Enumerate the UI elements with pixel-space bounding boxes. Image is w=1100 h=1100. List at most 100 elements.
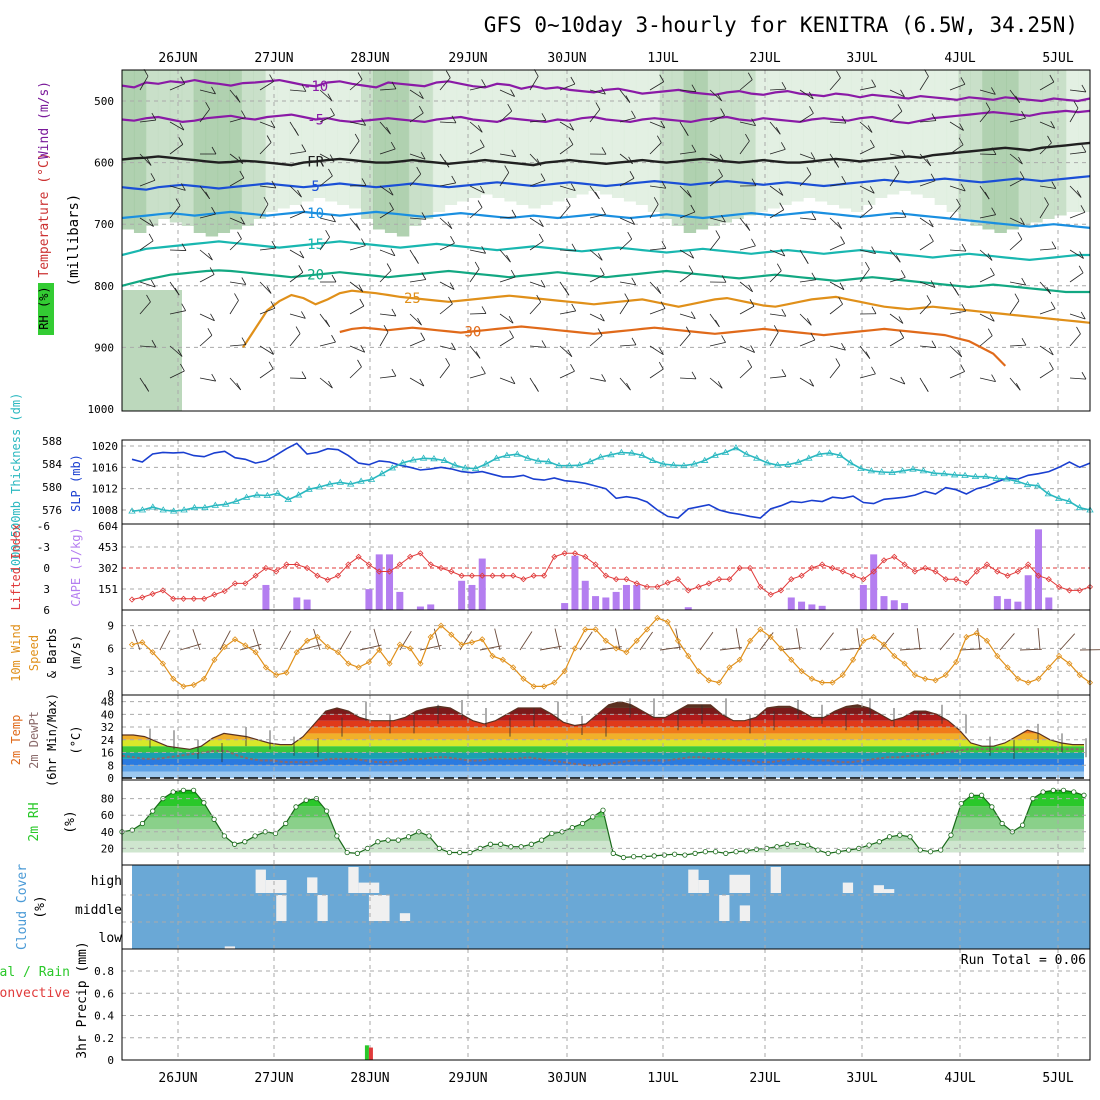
- temp-band-0: [122, 771, 1084, 778]
- rh-point-60: [733, 849, 739, 855]
- cloud-cell-12: [719, 895, 730, 921]
- barb-flag-2-2: [211, 146, 217, 155]
- rh-cell-18: [337, 70, 350, 205]
- thickness-point-1: [138, 506, 147, 513]
- barb-30-0: [1039, 81, 1055, 91]
- rh-point-15: [272, 830, 279, 837]
- barb-flag-21-0: [781, 81, 787, 90]
- temp-tick-1: 8: [107, 759, 114, 772]
- rh-cell-46: [671, 70, 685, 226]
- temp-tick-3: 24: [101, 734, 115, 747]
- rh-point-73: [866, 842, 872, 848]
- thickness-point-83: [992, 474, 1000, 481]
- cape-bar-65: [798, 601, 806, 610]
- rh-point-28: [405, 834, 412, 840]
- barb-19-9: [709, 377, 723, 389]
- barb-1-7: [169, 310, 186, 315]
- cape-bar-45: [592, 596, 600, 610]
- rh-cell-76: [1030, 70, 1043, 223]
- barb-flag-9-6: [421, 272, 427, 280]
- wind-point-87: [1025, 679, 1032, 686]
- thickness-point-73: [888, 468, 896, 476]
- barb-flag-2-6: [209, 267, 215, 275]
- thickness-point-76: [919, 467, 928, 474]
- barb-flag-22-8: [810, 332, 816, 341]
- barb-23-9: [829, 365, 841, 379]
- barb-13-4: [529, 217, 544, 228]
- rh-cell-49: [707, 70, 721, 226]
- barb-flag-15-3: [595, 191, 600, 200]
- barb-flag-27-5: [961, 243, 967, 252]
- wind-point-46: [602, 637, 609, 644]
- thickness-point-65: [805, 454, 813, 461]
- wind-point-2: [149, 649, 156, 656]
- surface-barb-44: [1019, 648, 1043, 651]
- barb-flag-30-3: [1051, 181, 1057, 189]
- rh-cell-59: [827, 70, 840, 205]
- surface-barb-41: [959, 648, 982, 651]
- cape-bar-24: [375, 554, 383, 610]
- barb-28-6: [979, 274, 995, 283]
- lifted-index-point-3: [159, 587, 166, 594]
- wind-point-77: [922, 675, 929, 682]
- wind-tick-2: 6: [107, 642, 114, 655]
- lifted-index-point-84: [994, 568, 1001, 575]
- wind-point-57: [716, 679, 723, 686]
- lifted-index-point-38: [520, 576, 527, 583]
- rh-point-7: [191, 787, 197, 793]
- thickness-point-57: [721, 448, 730, 455]
- lifted-index-point-1: [139, 594, 146, 601]
- barb-11-3: [469, 185, 485, 194]
- barb-flag-6-3: [328, 168, 333, 177]
- barb-flag-21-3: [778, 188, 784, 196]
- barb-22-8: [799, 339, 815, 347]
- wind-point-44: [582, 626, 589, 633]
- barb-22-1: [799, 112, 814, 123]
- barb-30-6: [1039, 281, 1052, 295]
- barb-2-1: [199, 108, 210, 123]
- barb-4-2: [259, 142, 272, 155]
- rh-cell-32: [504, 70, 517, 202]
- thickness-point-31: [451, 461, 459, 468]
- barb-17-0: [649, 81, 664, 91]
- cloud-cell-18: [883, 889, 895, 893]
- barb-9-6: [409, 279, 426, 283]
- barb-flag-16-7: [624, 293, 630, 301]
- barb-3-6: [229, 281, 246, 285]
- temp-band-6: [122, 733, 1084, 740]
- thickness-point-15: [284, 495, 292, 503]
- surface-barb-43: [999, 633, 1015, 651]
- barb-14-3: [559, 185, 576, 192]
- rh-cell-58: [815, 70, 828, 202]
- barb-flag-15-6: [599, 267, 605, 275]
- wind-point-27: [407, 645, 414, 652]
- barb-flag-22-2: [810, 152, 816, 160]
- lifted-index-point-81: [963, 579, 970, 586]
- barb-22-0: [799, 89, 814, 100]
- barb-flag-20-7: [749, 299, 755, 307]
- wind-point-5: [180, 683, 187, 690]
- temp-band-10: [122, 707, 1084, 715]
- barb-flag-4-4: [263, 196, 269, 205]
- barb-flag-0-5: [148, 233, 154, 242]
- wind-point-51: [654, 614, 661, 622]
- barb-3-8: [229, 344, 246, 347]
- barb-13-7: [529, 301, 542, 315]
- wind-tick-1: 3: [107, 665, 114, 678]
- barb-10-0: [439, 77, 451, 91]
- rh-point-40: [528, 841, 534, 847]
- lifted-index-point-73: [880, 557, 888, 564]
- wind-point-31: [448, 631, 455, 638]
- barb-24-4: [859, 207, 873, 219]
- rh-point-39: [518, 844, 524, 850]
- thickness-point-11: [242, 493, 251, 500]
- lifted-index-point-45: [592, 561, 599, 568]
- barb-25-7: [889, 313, 904, 324]
- barb-flag-11-1: [477, 125, 483, 133]
- barb-flag-5-4: [300, 204, 306, 212]
- thickness-point-82: [982, 472, 990, 480]
- barb-flag-22-6: [811, 272, 817, 280]
- barb-flag-3-0: [235, 95, 241, 103]
- rh-cell-65: [898, 70, 912, 191]
- barb-flag-21-2: [780, 142, 786, 150]
